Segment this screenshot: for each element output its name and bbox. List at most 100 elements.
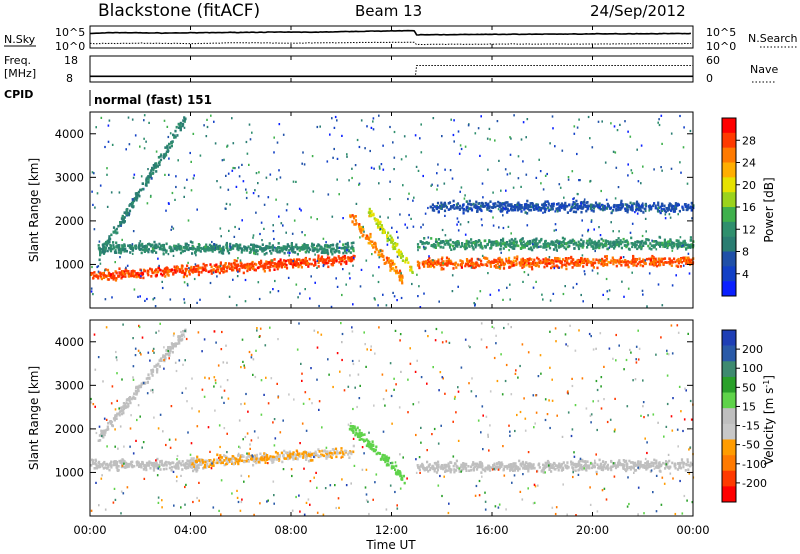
- power-cell: [657, 242, 660, 245]
- power-cell: [119, 224, 122, 227]
- power-cell: [663, 257, 667, 260]
- power-cell: [569, 239, 572, 243]
- velocity-cell: [350, 452, 353, 456]
- velocity-cell: [94, 458, 97, 462]
- velocity-cell: [304, 451, 308, 454]
- power-cell: [135, 192, 138, 196]
- power-cell: [235, 266, 238, 270]
- power-cell: [546, 207, 549, 210]
- power-cell: [515, 259, 518, 263]
- power-cell: [125, 249, 128, 253]
- velocity-cell: [356, 426, 359, 430]
- velocity-cell: [229, 458, 232, 461]
- power-cell: [278, 215, 280, 218]
- velocity-cell: [282, 453, 285, 457]
- power-cell: [165, 242, 168, 246]
- velocity-cell: [396, 469, 400, 472]
- power-cell: [655, 259, 658, 263]
- power-cell: [439, 245, 442, 249]
- power-cell: [451, 206, 455, 209]
- power-cell: [183, 120, 186, 123]
- power-cell: [121, 270, 124, 273]
- velocity-cell: [145, 468, 148, 472]
- velocity-cell: [192, 459, 195, 463]
- power-cell: [495, 244, 498, 247]
- power-cell: [690, 209, 693, 212]
- power-cell: [552, 202, 555, 206]
- power-cell: [490, 241, 494, 244]
- velocity-cell: [248, 455, 251, 458]
- velocity-cell: [138, 384, 141, 388]
- power-cell: [536, 242, 539, 245]
- power-cell: [338, 260, 341, 264]
- power-cell: [140, 248, 143, 251]
- power-cell: [552, 262, 555, 265]
- power-cell: [295, 258, 299, 261]
- velocity-cell: [253, 460, 257, 463]
- power-cell: [459, 204, 462, 208]
- power-cell: [199, 298, 201, 301]
- power-cell: [479, 244, 482, 247]
- power-cell: [278, 264, 281, 268]
- power-cell: [268, 266, 271, 269]
- power-cell: [530, 265, 533, 269]
- power-cell: [289, 247, 292, 250]
- velocity-cell: [91, 461, 94, 465]
- power-cell: [640, 245, 643, 249]
- power-cell: [422, 223, 424, 226]
- power-cell: [555, 208, 558, 211]
- velocity-cell: [341, 450, 344, 454]
- velocity-cell: [365, 438, 368, 441]
- power-cell: [608, 246, 611, 249]
- power-cell: [562, 240, 565, 243]
- power-cell: [525, 173, 528, 176]
- velocity-cell: [334, 447, 338, 451]
- power-cell: [657, 203, 660, 207]
- power-cell: [133, 173, 136, 176]
- power-cell: [575, 199, 578, 203]
- velocity-cell: [255, 461, 258, 465]
- power-cell: [425, 260, 428, 263]
- velocity-cell: [310, 453, 313, 457]
- power-cell: [314, 253, 316, 256]
- velocity-cell: [372, 447, 375, 451]
- velocity-cell: [151, 374, 154, 377]
- power-cell: [136, 271, 139, 275]
- power-cell: [466, 209, 470, 213]
- power-cell: [675, 274, 677, 277]
- power-cell: [585, 241, 588, 245]
- power-cell: [392, 141, 394, 144]
- power-cell: [530, 258, 533, 261]
- power-cell: [543, 244, 547, 247]
- power-cell: [327, 259, 331, 262]
- power-cell: [516, 255, 519, 258]
- power-cell: [472, 202, 475, 206]
- power-cell: [476, 257, 479, 261]
- power-cell: [461, 260, 464, 264]
- power-cell: [326, 160, 329, 163]
- power-cell: [227, 172, 230, 175]
- power-cell: [310, 275, 312, 278]
- power-cell: [268, 269, 271, 272]
- power-cell: [130, 270, 133, 273]
- power-cell: [558, 183, 561, 186]
- power-cell: [161, 280, 163, 283]
- power-cell: [444, 234, 447, 237]
- power-cell: [338, 251, 341, 254]
- velocity-cell: [363, 439, 366, 443]
- velocity-cell: [372, 449, 375, 453]
- power-cell: [395, 243, 398, 246]
- power-cell: [184, 267, 187, 271]
- power-cell: [389, 125, 391, 129]
- power-cell: [139, 295, 141, 298]
- power-cell: [519, 263, 522, 266]
- power-cell: [486, 206, 489, 210]
- power-cell: [445, 239, 448, 243]
- power-cell: [563, 259, 567, 263]
- power-cell: [437, 163, 439, 166]
- power-cell: [536, 262, 539, 265]
- velocity-cell: [174, 342, 177, 345]
- velocity-cell: [264, 453, 267, 456]
- power-cell: [400, 272, 402, 275]
- velocity-cell: [184, 466, 187, 469]
